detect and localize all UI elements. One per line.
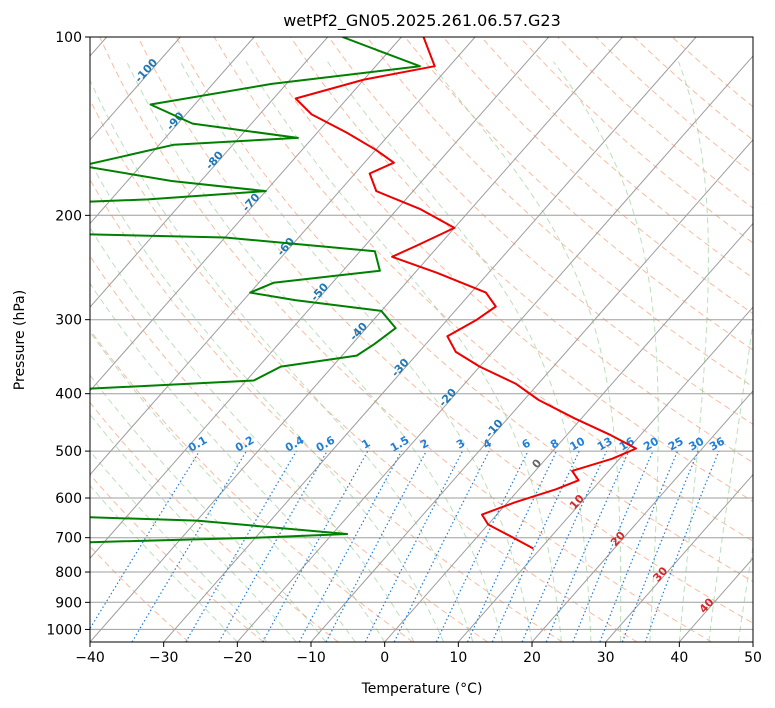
mixing-ratio-line [521, 450, 608, 642]
x-tick-label: −10 [296, 650, 326, 666]
x-axis-title: Temperature (°C) [361, 681, 483, 697]
isobars [90, 37, 753, 630]
isotherm-line [90, 37, 329, 308]
y-tick-label: 100 [55, 30, 82, 46]
mixing-ratio-line [364, 450, 464, 642]
y-tick-label: 300 [55, 313, 82, 329]
dry-adiabat-line [90, 473, 264, 642]
isotherm-line [457, 306, 753, 642]
mixing-ratio-line [599, 450, 679, 642]
chart-title: wetPf2_GN05.2025.261.06.57.G23 [283, 11, 561, 31]
isotherm-line [90, 37, 255, 225]
x-tick-label: 0 [380, 650, 389, 666]
x-tick-label: 10 [449, 650, 467, 666]
dry-adiabat-line [290, 37, 753, 464]
moist-adiabat-line [708, 318, 753, 642]
y-tick-label: 1000 [46, 622, 82, 638]
moist-adiabat-line [90, 413, 297, 642]
isotherm-line [90, 37, 181, 141]
dry-adiabat-line [90, 98, 638, 642]
y-tick-label: 900 [55, 595, 82, 611]
moist-adiabat-line [737, 543, 753, 642]
moist-adiabats [90, 61, 753, 642]
isotherm-line [605, 473, 753, 642]
moist-adiabat-line [678, 61, 709, 642]
dry-adiabat-line [99, 37, 712, 642]
x-tick-label: −20 [223, 650, 253, 666]
isotherm-line [90, 37, 623, 642]
plot-frame [89, 36, 754, 643]
dry-adiabat-line [90, 545, 190, 642]
x-tick-label: 40 [670, 650, 688, 666]
mixing-ratio-line [545, 450, 630, 642]
mixing-ratio-line [572, 450, 654, 642]
moist-adiabat-line [90, 374, 327, 642]
plot-area: 0.1 0.2 0.4 0.6 1 1.5 2 3 4 6 8 10 13 16 20 25 30 36-100-… [90, 37, 753, 642]
y-tick-label: 700 [55, 531, 82, 547]
dry-adiabat-line [366, 37, 753, 388]
y-tick-label: 600 [55, 491, 82, 507]
mixing-ratio-line [262, 450, 369, 642]
x-tick-label: −30 [149, 650, 179, 666]
mixing-ratio-line [298, 450, 403, 642]
dry-adiabat-line [90, 255, 488, 642]
moist-adiabat-line [429, 61, 622, 642]
mixing-ratio-line [90, 450, 201, 630]
moist-adiabat-line [90, 282, 386, 642]
axes: −40 −30 −20 −10 0 10 20 30 40 50 100 200 300 400 500 60… [46, 30, 762, 666]
mixing-ratio-lines [90, 450, 720, 642]
dry-adiabat-line [328, 37, 753, 425]
isotherm-line [90, 37, 476, 476]
moist-adiabat-line [90, 226, 415, 642]
isotherm-line [236, 55, 753, 642]
isotherm-line [531, 390, 753, 642]
temperature-series-line [294, 37, 637, 550]
x-tick-label: 50 [744, 650, 762, 666]
dry-adiabat-line [90, 178, 563, 642]
moist-adiabat-line [126, 61, 503, 642]
y-tick-label: 800 [55, 565, 82, 581]
mixing-ratio-line [621, 450, 699, 642]
moist-adiabat-line [552, 61, 659, 642]
dry-adiabat-line [137, 37, 753, 624]
mixing-ratio-line [644, 450, 720, 642]
y-tick-label: 400 [55, 387, 82, 403]
mixing-ratio-line [393, 450, 490, 642]
x-tick-label: 20 [523, 650, 541, 666]
y-tick-label: 500 [55, 444, 82, 460]
moist-adiabat-line [90, 484, 238, 642]
x-tick-label: −40 [75, 650, 105, 666]
moist-adiabat-line [90, 78, 474, 642]
y-tick-label: 200 [55, 208, 82, 224]
dry-adiabat-line [90, 401, 339, 642]
mixing-ratio-line [218, 450, 328, 642]
moist-adiabat-line [90, 450, 268, 642]
dewpoint-series-line [90, 37, 421, 544]
moist-adiabat-line [179, 61, 533, 642]
sounding-series [90, 37, 637, 550]
moist-adiabat-line [326, 61, 592, 642]
isotherm-line [310, 138, 753, 642]
dry-adiabat-line [175, 37, 753, 583]
isotherm-line [163, 37, 697, 642]
isotherm-line [384, 222, 753, 642]
x-tick-label: 30 [597, 650, 615, 666]
moist-adiabat-line [90, 331, 356, 642]
moist-adiabat-line [90, 160, 445, 642]
isotherm-line [90, 37, 402, 392]
isotherms [90, 37, 753, 642]
y-axis-title: Pressure (hPa) [12, 290, 28, 390]
moist-adiabat-line [245, 61, 562, 642]
